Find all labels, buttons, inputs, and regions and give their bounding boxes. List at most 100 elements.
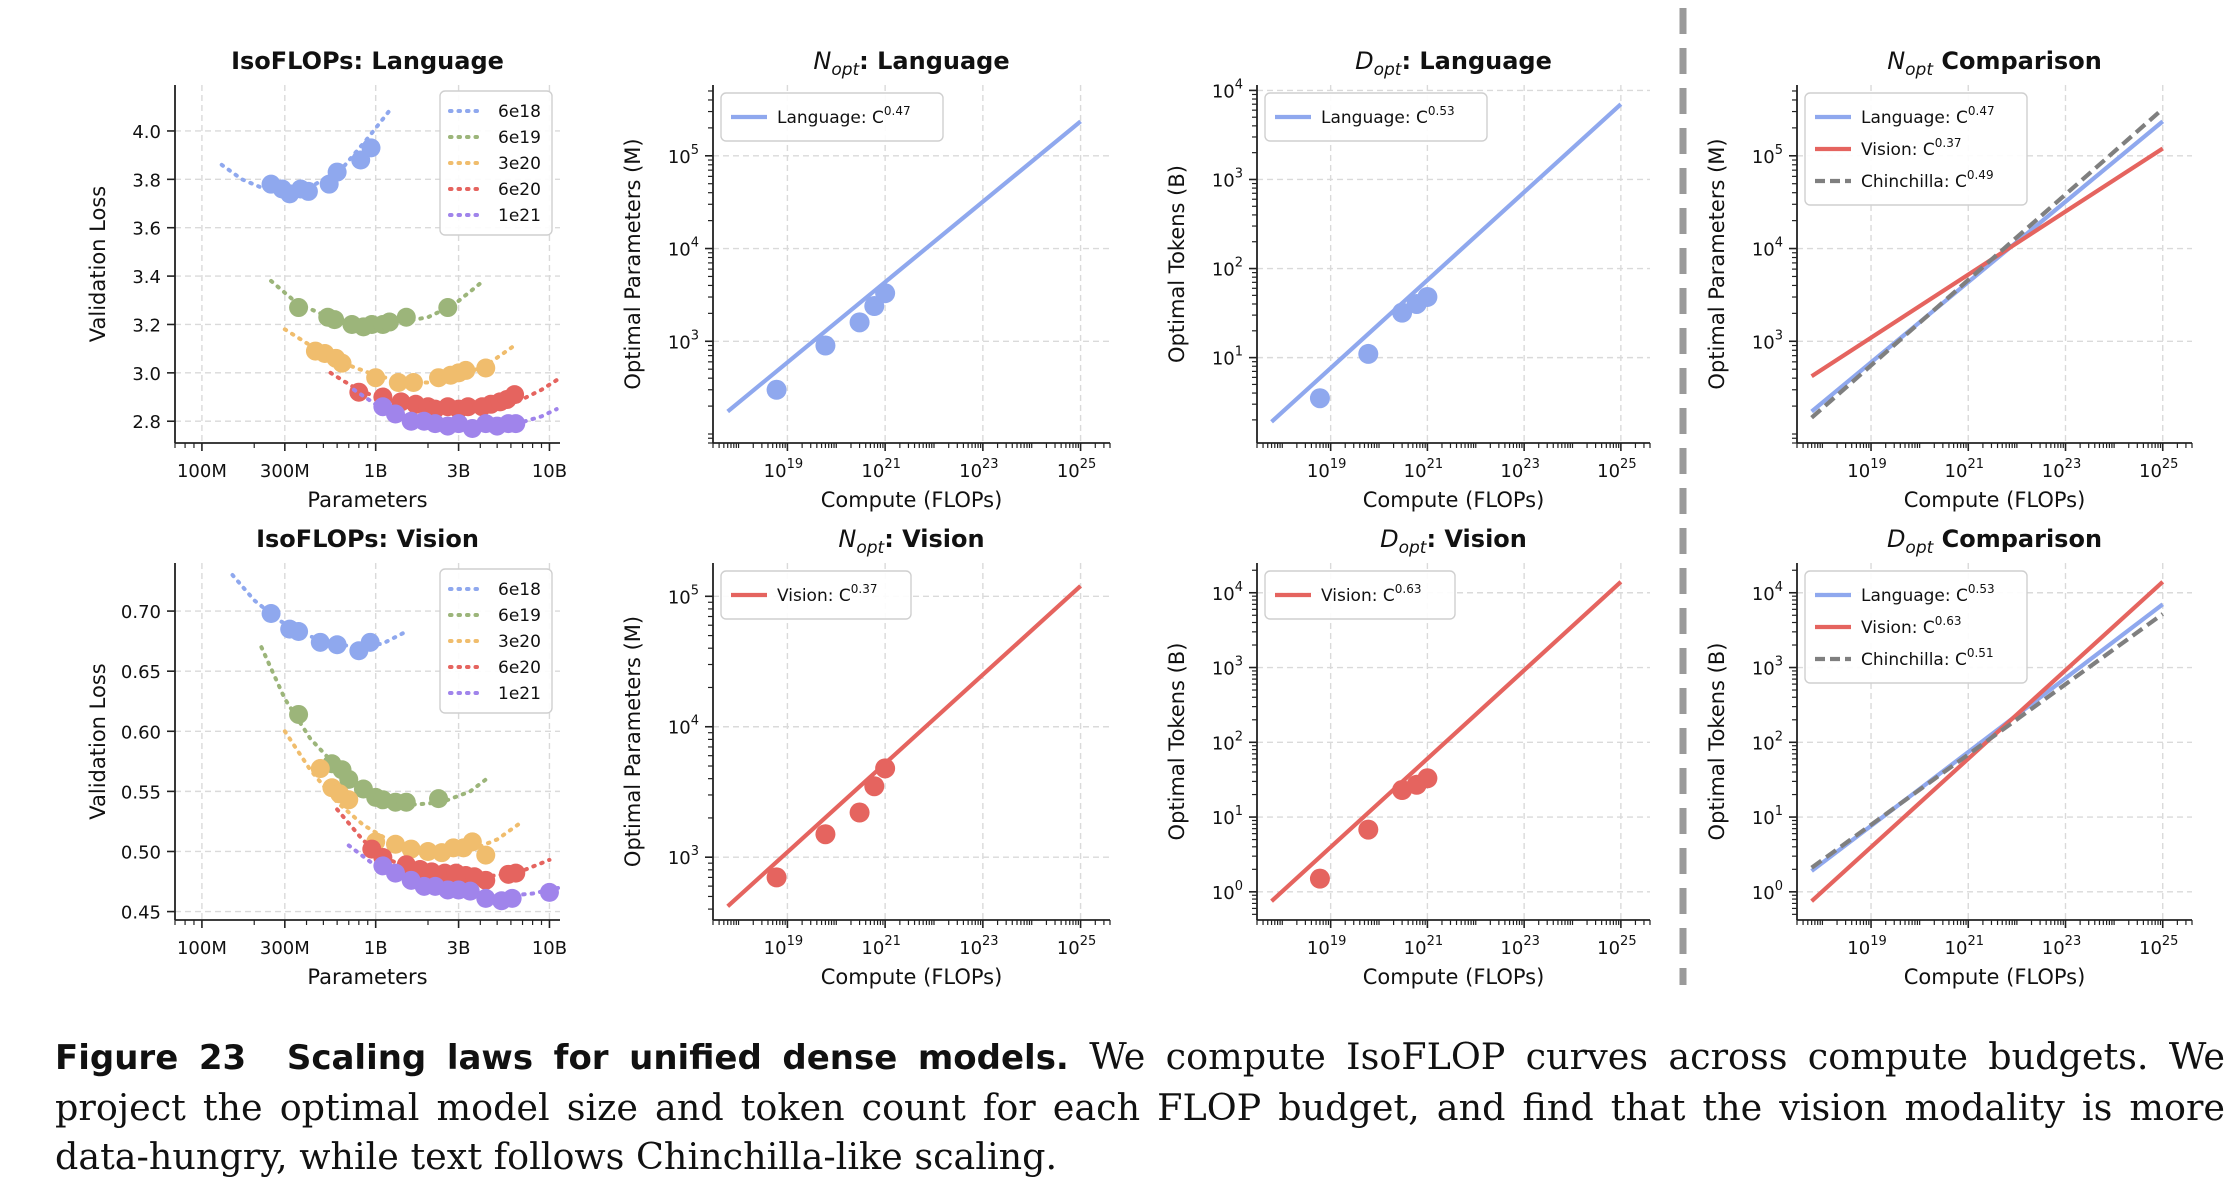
data-point-3e20 — [332, 353, 352, 373]
legend-box — [1264, 570, 1456, 620]
plot-area — [1270, 102, 1623, 424]
legend-box — [1264, 92, 1488, 142]
legend-box — [720, 570, 912, 620]
x-tick-label: 300M — [260, 461, 310, 482]
data-point-6e19 — [325, 310, 345, 330]
legend: 6e18 6e19 3e20 6e20 1e21 — [439, 568, 553, 714]
data-point-3e20 — [462, 832, 482, 852]
plot-area — [726, 584, 1082, 908]
data-point-Language — [1392, 302, 1413, 323]
data-point-3e20 — [476, 358, 496, 378]
fit-line-Chinchilla — [1810, 107, 2165, 420]
legend-label: Vision: C0.63 — [1861, 614, 1961, 638]
data-point-3e20 — [403, 373, 423, 393]
data-point-1e21 — [476, 888, 496, 908]
y-tick-label: 103 — [1752, 655, 1783, 680]
legend-label: Language: C0.47 — [1861, 104, 1995, 128]
y-tick-label: 104 — [1212, 77, 1243, 102]
figure-canvas: 100M 300M 1B 3B 10B 2.8 3.0 3.2 3.4 3.6 3.8 4.0 Para… — [86, 8, 2193, 989]
legend-label: Language: C0.47 — [777, 104, 911, 128]
data-point-6e20 — [505, 385, 525, 405]
chart-title: Dopt: Vision — [1380, 525, 1527, 558]
plot-area — [219, 104, 559, 438]
fit-line-Language — [1810, 119, 2165, 414]
x-tick-label: 100M — [177, 461, 227, 482]
y-tick-label: 101 — [1212, 804, 1243, 829]
x-tick-label: 1021 — [1945, 457, 1984, 482]
data-point-6e20 — [458, 397, 478, 417]
gridlines — [713, 563, 1110, 920]
y-axis-label: Optimal Parameters (M) — [621, 138, 645, 389]
y-tick-label: 0.55 — [121, 782, 161, 803]
y-tick-label: 104 — [1212, 580, 1243, 605]
x-tick-label: 3B — [447, 938, 471, 959]
legend-label: Vision: C0.63 — [1321, 582, 1421, 606]
gridlines — [1257, 85, 1650, 443]
fit-line-Chinchilla — [1810, 612, 2164, 870]
x-tick-label: 1021 — [861, 934, 900, 959]
y-tick-label: 101 — [1212, 345, 1243, 370]
x-tick-label: 1019 — [764, 934, 803, 959]
data-point-3e20 — [476, 845, 496, 865]
y-tick-label: 0.50 — [121, 842, 161, 863]
legend-box — [1804, 92, 2028, 206]
data-point-Vision — [766, 867, 787, 888]
y-axis-label: Optimal Tokens (B) — [1165, 643, 1189, 841]
plot-area — [230, 573, 560, 911]
data-point-3e20 — [388, 373, 408, 393]
x-tick-label: 1019 — [1847, 934, 1886, 959]
y-tick-label: 104 — [1752, 580, 1783, 605]
data-point-Vision — [1417, 768, 1438, 789]
legend-label: 6e20 — [498, 180, 541, 200]
x-tick-label: 100M — [177, 938, 227, 959]
x-tick-label: 10B — [532, 938, 567, 959]
data-point-6e18 — [310, 632, 330, 652]
y-tick-label: 3.0 — [132, 364, 161, 385]
legend: Language: C0.53 — [1264, 92, 1488, 142]
legend: Language: C0.47 — [720, 92, 944, 142]
x-tick-label: 1019 — [764, 457, 803, 482]
x-axis-label: Parameters — [307, 488, 427, 512]
y-tick-label: 105 — [668, 583, 699, 608]
y-tick-label: 0.60 — [121, 722, 161, 743]
x-tick-label: 1021 — [861, 457, 900, 482]
y-tick-label: 105 — [1752, 143, 1783, 168]
legend-label: 3e20 — [498, 632, 541, 652]
data-point-6e20 — [476, 870, 496, 890]
y-tick-label: 103 — [1752, 328, 1783, 353]
data-point-6e19 — [379, 312, 399, 332]
data-point-6e19 — [396, 792, 416, 812]
y-tick-label: 4.0 — [132, 122, 161, 143]
y-axis-label: Optimal Parameters (M) — [621, 616, 645, 867]
data-point-3e20 — [456, 360, 476, 380]
legend-label: Vision: C0.37 — [1861, 136, 1961, 160]
x-tick-label: 3B — [447, 461, 471, 482]
chart-title: IsoFLOPs: Vision — [256, 525, 479, 553]
y-tick-label: 103 — [668, 844, 699, 869]
data-point-3e20 — [310, 759, 330, 779]
x-tick-label: 10B — [532, 461, 567, 482]
legend-label: 6e18 — [498, 580, 541, 600]
data-point-Language — [766, 379, 787, 400]
data-point-Vision — [875, 758, 896, 779]
legend-box — [1804, 570, 2028, 684]
legend-label: Chinchilla: C0.51 — [1861, 646, 1994, 670]
legend: Language: C0.47 Vision: C0.37 Chinchilla: … — [1804, 92, 2028, 206]
data-point-Language — [815, 335, 836, 356]
data-point-6e18 — [360, 632, 380, 652]
y-axis-label: Optimal Tokens (B) — [1165, 165, 1189, 363]
y-tick-label: 100 — [1752, 879, 1783, 904]
x-tick-label: 1025 — [1597, 457, 1636, 482]
x-tick-label: 1023 — [1500, 457, 1539, 482]
legend-label: 1e21 — [498, 206, 541, 226]
legend-box — [439, 90, 553, 236]
data-point-6e18 — [327, 162, 347, 182]
y-tick-label: 2.8 — [132, 412, 161, 433]
chart-dopt-vision: 1019 1021 1023 1025 100 101 102 103 104 Compute (… — [1165, 525, 1651, 989]
y-axis-label: Validation Loss — [86, 663, 110, 819]
x-tick-label: 1B — [364, 461, 388, 482]
chart-title: IsoFLOPs: Language — [231, 47, 504, 75]
x-axis-label: Compute (FLOPs) — [1363, 488, 1545, 512]
y-tick-label: 0.45 — [121, 903, 161, 924]
legend-box — [720, 92, 944, 142]
